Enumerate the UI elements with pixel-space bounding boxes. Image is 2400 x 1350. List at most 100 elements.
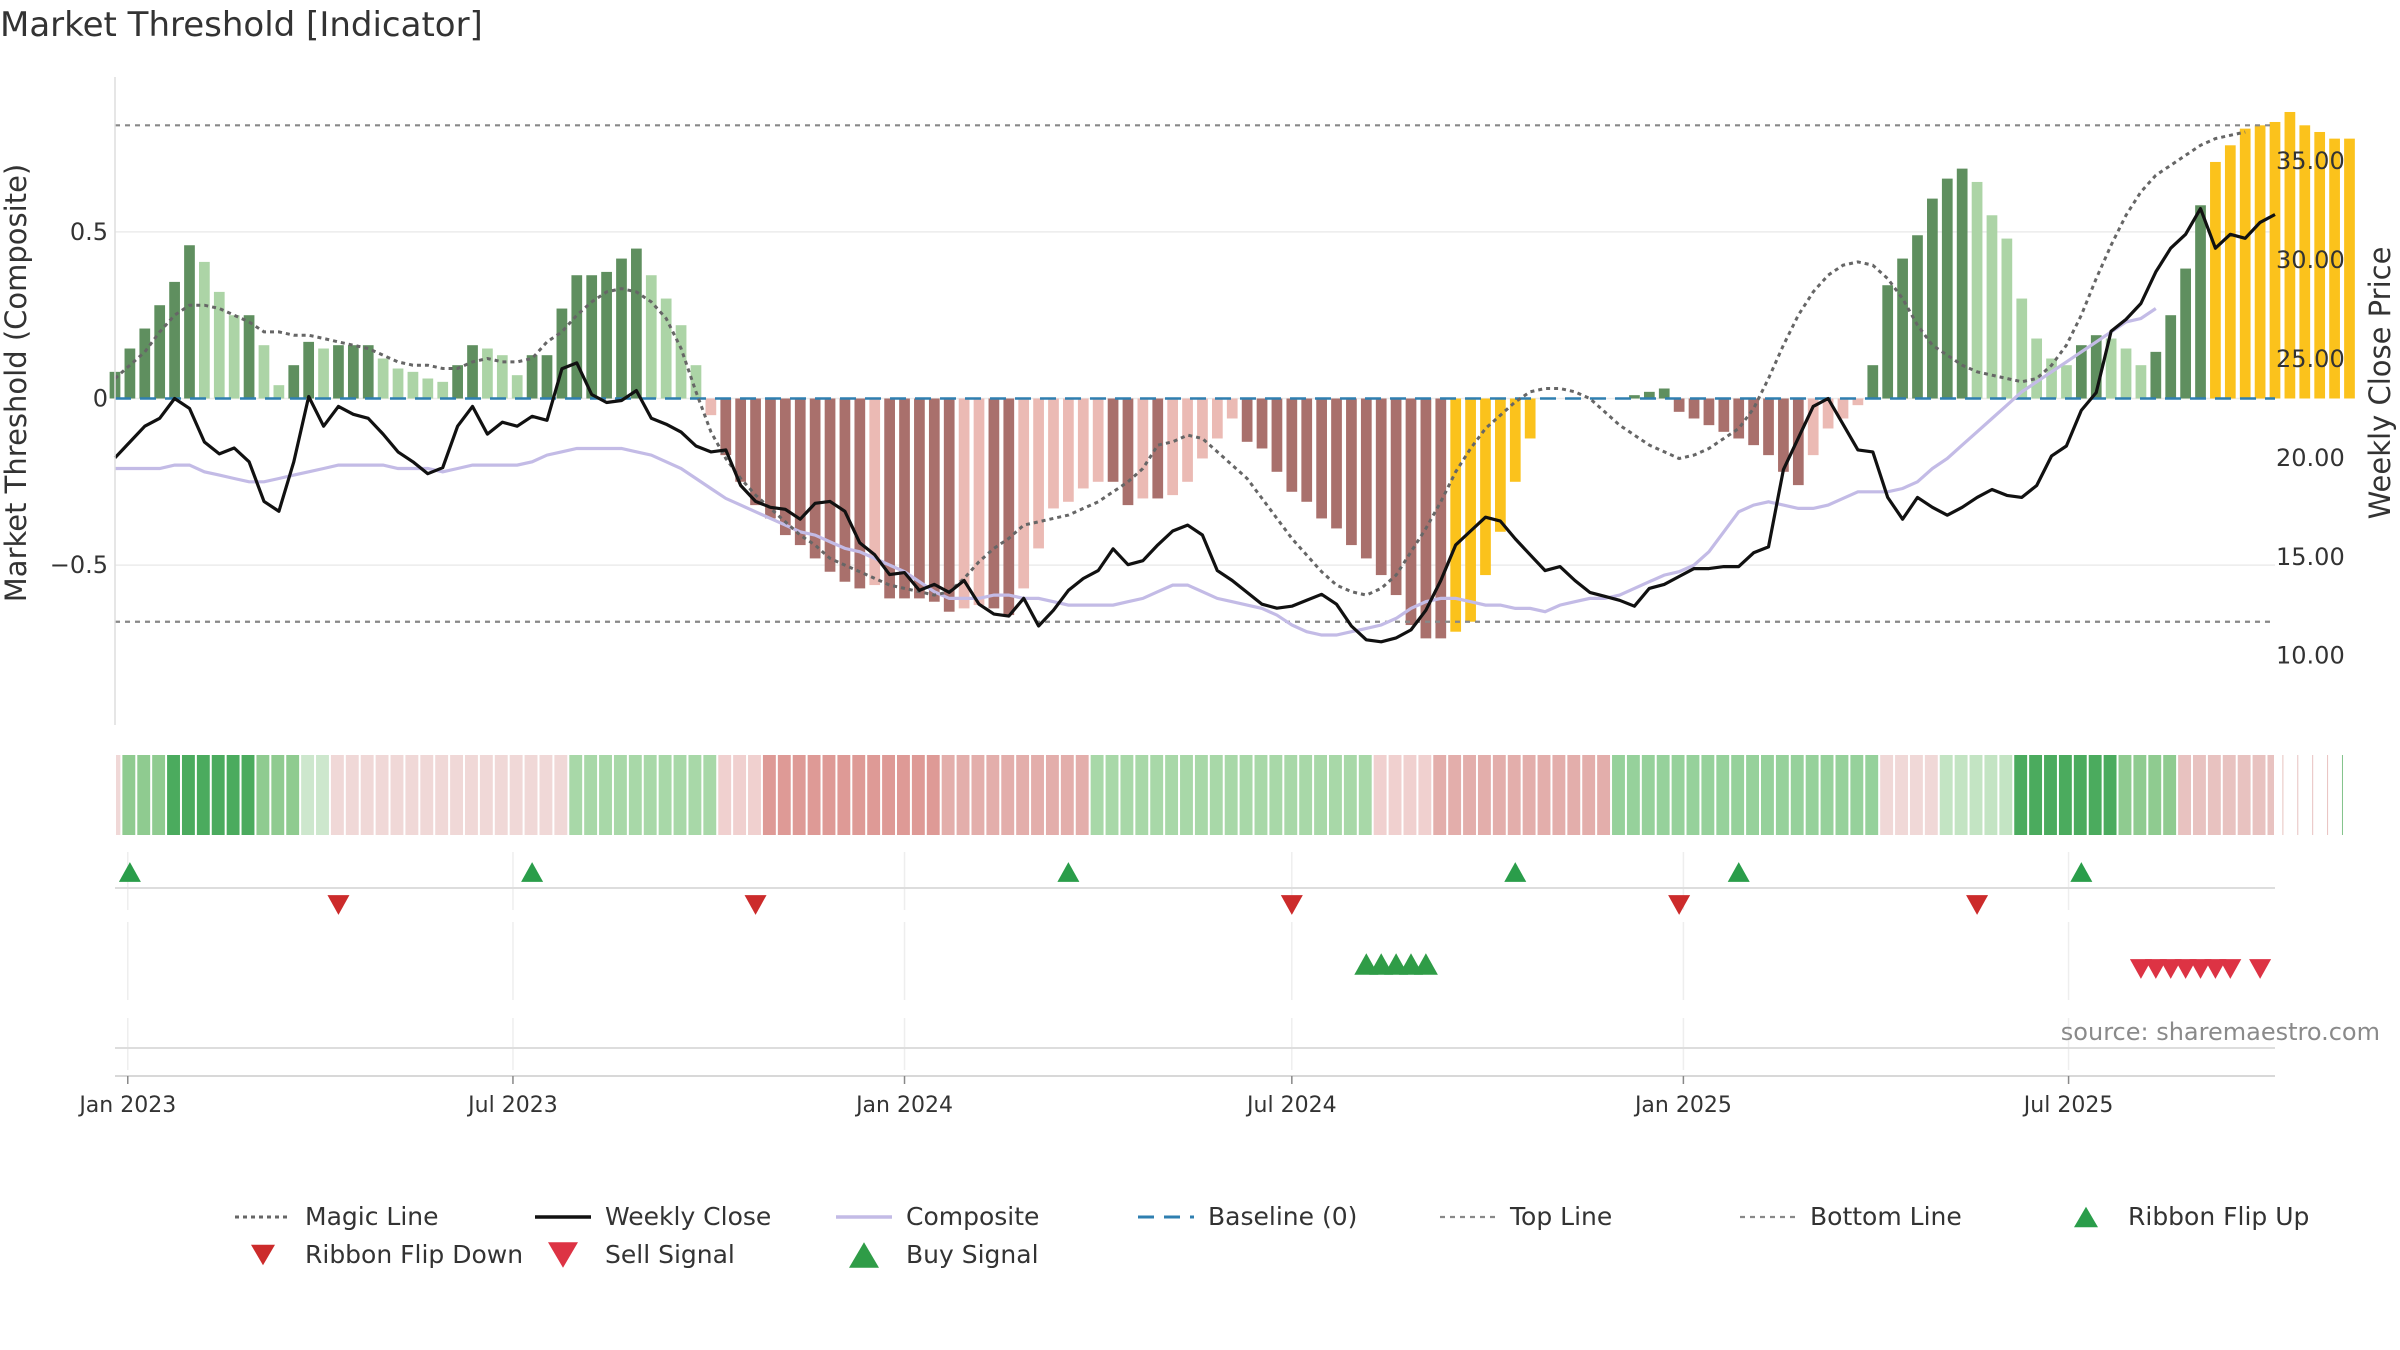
ribbon-cell [1284,755,1298,835]
ribbon-cell [956,755,970,835]
ribbon-cell [703,755,717,835]
y-axis-label: Market Threshold (Composite) [0,164,33,602]
composite-bar [660,298,672,399]
y2-tick-label: 30.00 [2276,246,2345,274]
ribbon-cell [196,755,210,835]
y2-tick-label: 20.00 [2276,444,2345,472]
ribbon-cell [1477,755,1491,835]
ribbon-cell [2103,755,2117,835]
composite-bar [988,398,1000,609]
ribbon-cell [1135,755,1149,835]
sell-signal-marker [2174,959,2197,979]
ribbon-cell [792,755,806,835]
composite-bar [2299,125,2311,399]
ribbon-cell [673,755,687,835]
composite-bar [1718,398,1730,432]
composite-bar [1063,398,1074,502]
composite-bar [2031,338,2043,399]
ribbon-cell [1239,755,1253,835]
reference-lines [115,124,2275,623]
ribbon-cell [330,755,344,835]
ribbon-cell [867,755,881,835]
composite-bar [943,398,955,612]
ribbon-flip-down-marker [1966,895,1989,915]
ribbon-cell [837,755,851,835]
chart-title: Market Threshold [Indicator] [0,5,483,45]
ribbon-cell [2014,755,2028,835]
composite-bar [184,245,195,399]
composite-bar [511,375,523,399]
composite-bar [2135,365,2147,399]
composite-bar [1882,285,1894,399]
ribbon-cell [1746,755,1760,835]
ribbon-cell [1820,755,1834,835]
composite-bar [1226,398,1238,419]
composite-bar [2314,131,2326,399]
ribbon-cell [2193,755,2206,835]
x-tick-label: Jan 2023 [77,1093,176,1118]
ribbon-cell [286,755,300,835]
ribbon-cell [2312,755,2314,835]
composite-bar [169,281,180,399]
ribbon-cell [554,755,568,835]
composite-bar [2090,335,2102,399]
ribbon-cell [1537,755,1551,835]
composite-bar [482,348,493,399]
ribbon-cell [1552,755,1566,835]
legend-label: Buy Signal [906,1240,1039,1269]
composite-bar [392,368,404,399]
composite-bar [1927,198,1938,399]
sell-signal-marker [2219,959,2242,979]
composite-bar [794,398,806,546]
composite-bar [556,308,568,399]
composite-bar [645,275,657,399]
y2-tick-label: 15.00 [2276,543,2345,571]
composite-bar [1405,398,1417,626]
composite-bar [2165,315,2177,399]
ribbon-cell [1031,755,1044,835]
composite-bar [2061,365,2072,399]
ribbon-cell [1939,755,1953,835]
ribbon-cell [2148,755,2162,835]
ribbon-cell [926,755,940,835]
composite-bar [199,261,210,399]
ribbon-cell [1865,755,1879,835]
ribbon-flip-up-marker [1727,862,1750,882]
ribbon-cell [1329,755,1342,835]
ribbon-cell [1716,755,1730,835]
ribbon-cell [1254,755,1268,835]
ribbon-cell [777,755,791,835]
weekly-close-line [113,207,2276,644]
ribbon-cell [569,755,583,835]
legend-item: Weekly Close [535,1202,771,1231]
legend-swatch [849,1242,879,1268]
composite-bar [154,305,166,399]
composite-bar [1465,398,1476,622]
y-tick-label: −0.5 [50,551,108,579]
composite-bar [422,378,434,399]
ribbon-cell [1999,755,2013,835]
ribbon-cell [897,755,910,835]
composite-bar [2254,125,2266,399]
sell-signal-marker [2204,959,2227,979]
composite-bar [705,398,717,416]
composite-bar [854,398,866,589]
composite-bar [2269,121,2281,399]
legend-item: Magic Line [235,1202,439,1231]
ribbon-cell [375,755,389,835]
composite-bar [2016,298,2028,399]
ribbon-cell [1120,755,1134,835]
composite-bar [1241,398,1253,442]
composite-bar [720,398,732,456]
legend-item: Composite [836,1202,1039,1231]
y2-tick-label: 10.00 [2276,642,2345,670]
composite-bar [809,398,821,559]
source-credit: source: sharemaestro.com [2061,1018,2380,1046]
sell-signal-marker [2249,959,2272,979]
composite-bar [1092,398,1104,482]
ribbon-cell [509,755,523,835]
sell-signal-marker [2189,959,2212,979]
legend-item: Ribbon Flip Up [2074,1202,2309,1231]
legend-label: Weekly Close [605,1202,771,1231]
